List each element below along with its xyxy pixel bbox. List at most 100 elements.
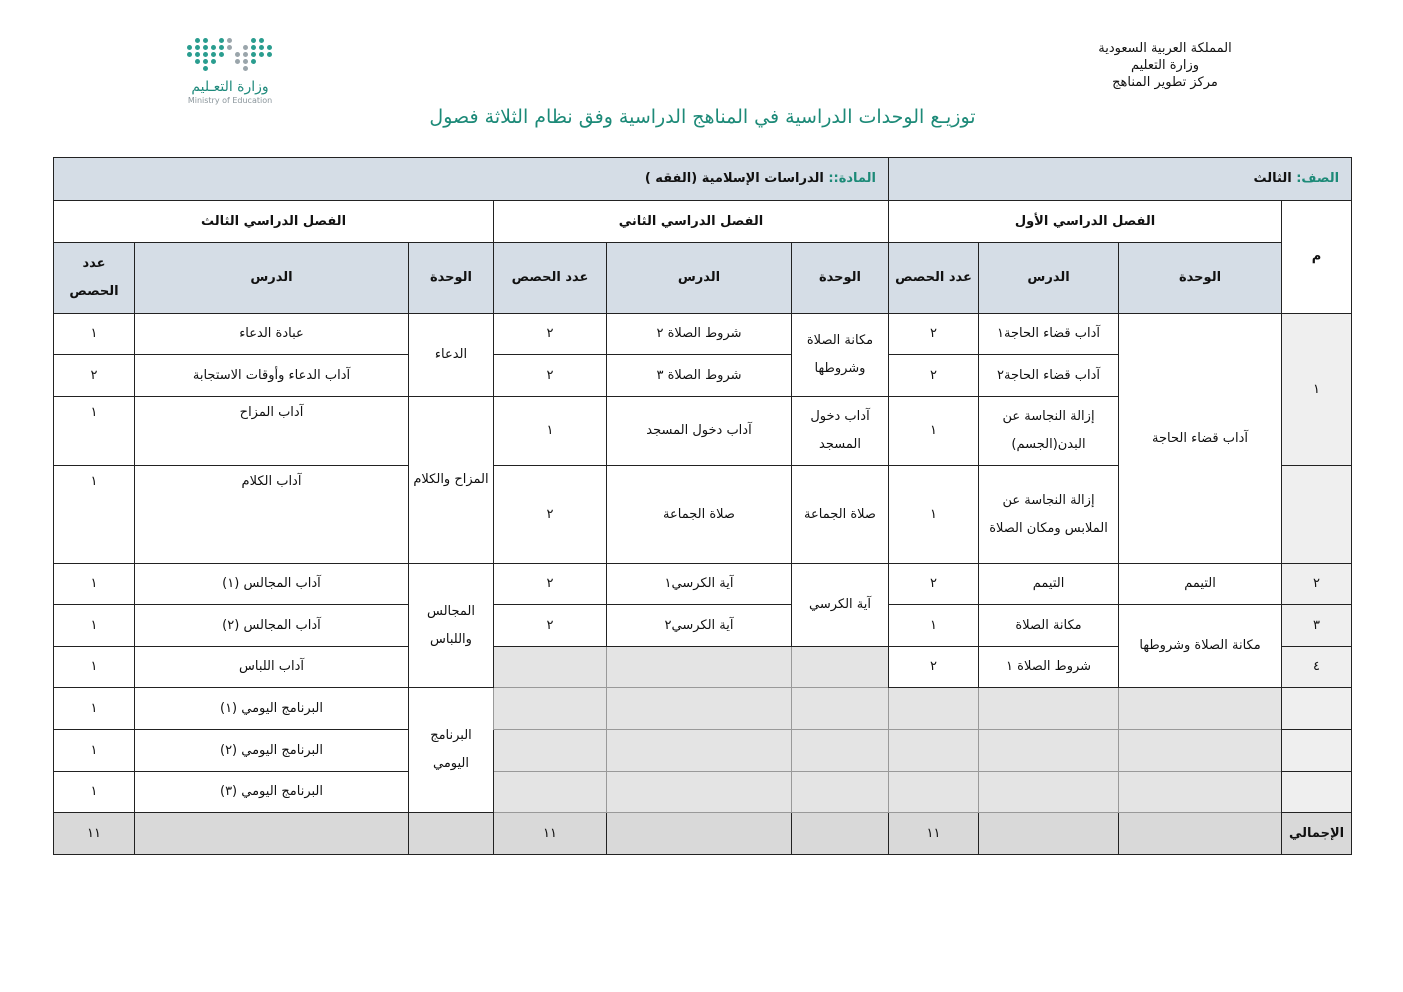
logo-dot: [243, 38, 248, 43]
grade-label: الصف:: [1296, 171, 1340, 186]
logo-dot: [187, 52, 192, 57]
table-cell: ١: [887, 604, 980, 647]
logo-dot: [219, 38, 224, 43]
table-cell: ١: [887, 396, 980, 466]
empty-cell: [606, 729, 792, 772]
logo-dot: [259, 52, 264, 57]
empty-cell: [493, 771, 607, 813]
table-cell: إزالة النجاسة عن الملابس ومكان الصلاة: [978, 465, 1120, 564]
logo-dot: [227, 38, 232, 43]
index-cell: [1281, 465, 1353, 564]
logo-english-text: Ministry of Education: [187, 96, 273, 105]
org-line: مركز تطوير المناهج: [1112, 75, 1218, 90]
logo-dot: [219, 59, 224, 64]
total-cell: [978, 812, 1120, 855]
table-cell: صلاة الجماعة: [791, 465, 889, 564]
table-cell: ١: [53, 563, 135, 605]
empty-cell: [493, 646, 607, 688]
logo-dot: [259, 38, 264, 43]
semester-2-header: الفصل الدراسي الثاني: [493, 200, 889, 243]
total-cell: [408, 812, 494, 855]
table-cell: ١: [53, 771, 135, 813]
index-cell: [1281, 771, 1353, 813]
empty-cell: [791, 729, 889, 772]
subject-label: المادة::: [828, 171, 876, 186]
table-cell: ١: [53, 687, 135, 730]
table-cell: البرنامج اليومي (٣): [134, 771, 409, 813]
logo-dot: [243, 52, 248, 57]
table-cell: ٢: [887, 563, 980, 605]
column-header-periods: عدد الحصص: [887, 242, 980, 314]
logo-dot: [203, 45, 208, 50]
table-cell: شروط الصلاة ٢: [606, 313, 792, 355]
page-title: توزيـع الوحدات الدراسية في المناهج الدرا…: [429, 106, 976, 128]
grade-value: الثالث: [1253, 171, 1297, 186]
grade-cell: الصف: الثالث: [887, 157, 1353, 201]
logo-dot: [195, 66, 200, 71]
empty-cell: [1118, 729, 1283, 772]
logo-dot: [203, 66, 208, 71]
table-row: ٢ التيمم التيمم ٢ آية الكرسي آية الكرسي١ ٢ المج…: [53, 563, 1353, 688]
total-cell: [791, 812, 889, 855]
empty-cell: [791, 771, 889, 813]
column-header-periods: عدد الحصص: [493, 242, 607, 314]
table-row: ١ آداب قضاء الحاجة آداب قضاء الحاجة١ ٢ مكانة…: [53, 313, 1353, 564]
table-cell: آداب المجالس (٢): [134, 604, 409, 647]
logo-dot: [195, 59, 200, 64]
empty-cell: [887, 729, 980, 772]
empty-cell: [887, 771, 980, 813]
table-cell: آداب اللباس: [134, 646, 409, 688]
table-cell: البرنامج اليومي (١): [134, 687, 409, 730]
index-cell: [1281, 687, 1353, 730]
logo-dot: [243, 45, 248, 50]
table-cell: شروط الصلاة ١: [978, 646, 1120, 688]
column-header-lesson: الدرس: [978, 242, 1120, 314]
total-cell: [134, 812, 409, 855]
empty-cell: [1118, 687, 1283, 730]
ministry-logo: وزارة التعـليم Ministry of Education: [184, 38, 276, 105]
logo-dot: [259, 59, 264, 64]
table-cell: آداب دخول المسجد: [606, 396, 792, 466]
logo-dot: [211, 52, 216, 57]
table-cell: ٢: [887, 646, 980, 688]
index-cell: [1281, 729, 1353, 772]
index-cell: ٣: [1281, 604, 1353, 647]
org-line: المملكة العربية السعودية: [1098, 41, 1232, 56]
logo-dot: [219, 45, 224, 50]
table-cell: إزالة النجاسة عن البدن(الجسم): [978, 396, 1120, 466]
logo-dot: [235, 38, 240, 43]
logo-dot: [211, 66, 216, 71]
empty-cell: [493, 729, 607, 772]
table-cell: ٢: [493, 313, 607, 355]
logo-arabic-text: وزارة التعـليم: [191, 79, 269, 95]
table-cell: ١: [53, 465, 135, 564]
table-row: إزالة النجاسة عن البدن(الجسم) ١ آداب دخول …: [53, 396, 1352, 564]
table-cell: المجالس واللباس: [408, 563, 494, 688]
total-label: الإجمالي: [1281, 812, 1353, 855]
empty-cell: [978, 729, 1120, 772]
table-cell: آداب قضاء الحاجة١: [978, 313, 1120, 355]
table-row: البرنامج اليومي (٢) ١: [53, 729, 1353, 772]
total-cell: [606, 812, 792, 855]
index-cell: ١: [1281, 313, 1353, 466]
logo-dot: [235, 66, 240, 71]
index-header: م: [1281, 200, 1353, 314]
table-cell: آية الكرسي: [791, 563, 889, 647]
table-row: ٣ مكانة الصلاة وشروطها مكانة الصلاة ١ آية ال…: [53, 604, 1353, 688]
table-cell: آداب قضاء الحاجة: [1118, 313, 1283, 564]
logo-dot: [187, 38, 192, 43]
logo-dot: [219, 52, 224, 57]
logo-dots-icon: [184, 38, 276, 71]
column-header-lesson: الدرس: [606, 242, 792, 314]
column-header-lesson: الدرس: [134, 242, 409, 314]
logo-dot: [203, 59, 208, 64]
column-header-unit: الوحدة: [1118, 242, 1283, 314]
logo-dot: [219, 66, 224, 71]
table-cell: ١: [887, 465, 980, 564]
total-row: الإجمالي ١١ ١١ ١١: [53, 812, 1353, 855]
table-cell: ٢: [493, 465, 607, 564]
empty-cell: [1118, 771, 1283, 813]
logo-dot: [187, 59, 192, 64]
table-cell: آداب قضاء الحاجة٢: [978, 354, 1120, 397]
logo-dot: [235, 59, 240, 64]
